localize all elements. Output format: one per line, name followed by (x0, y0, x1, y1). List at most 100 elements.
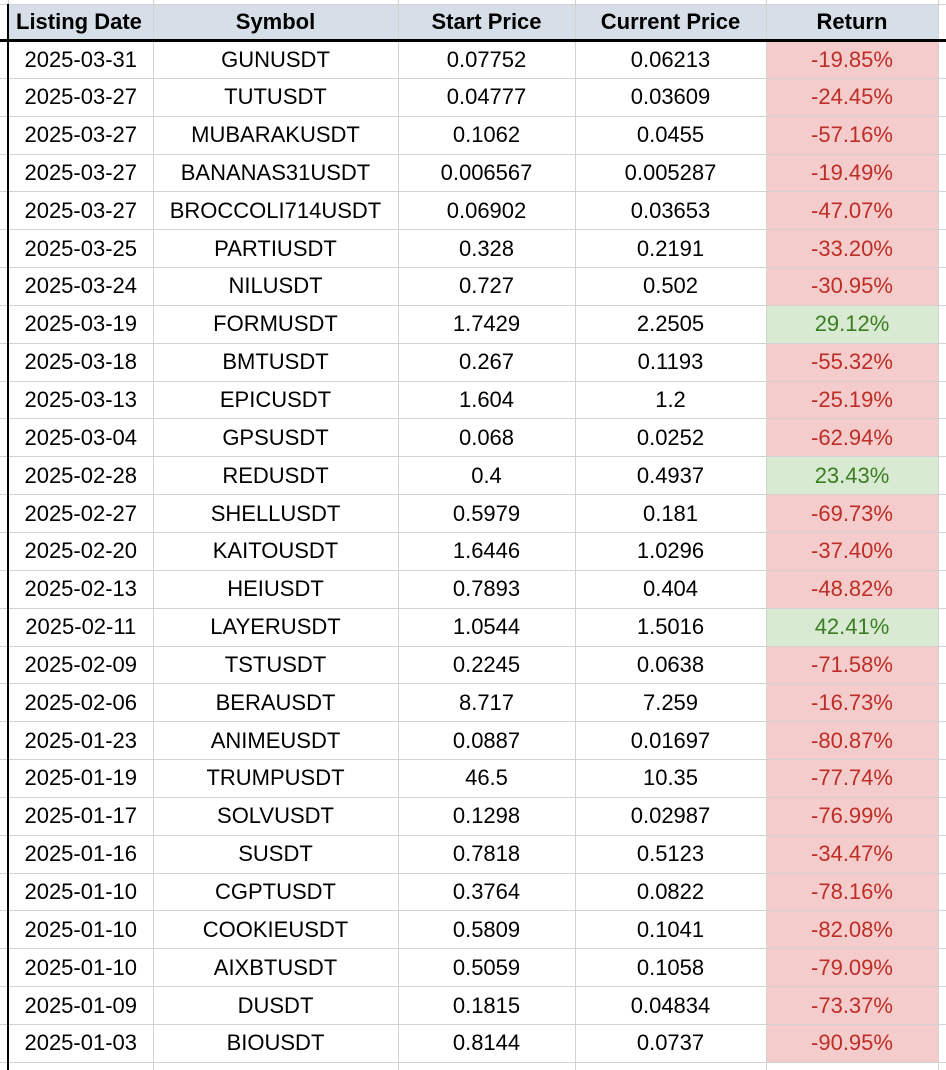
cell-symbol[interactable]: MUBARAKUSDT (152, 115, 399, 155)
cell-start-price[interactable]: 0.1815 (397, 986, 576, 1025)
cell-listing-date[interactable]: 2025-02-13 (7, 569, 154, 609)
cell-listing-date[interactable]: 2025-03-04 (7, 418, 154, 458)
cell-return[interactable]: -47.07% (765, 191, 939, 231)
cell-symbol[interactable]: BANANAS31USDT (152, 153, 399, 193)
cell-symbol[interactable]: CGPTUSDT (152, 872, 399, 912)
cell-listing-date[interactable]: 2025-03-27 (7, 77, 154, 117)
cell-start-price[interactable]: 0.328 (397, 229, 576, 269)
cell-symbol[interactable]: SHELLUSDT (152, 494, 399, 533)
cell-listing-date[interactable]: 2025-03-25 (7, 229, 154, 269)
cell-return[interactable]: -69.73% (765, 494, 939, 533)
cell-return[interactable]: -90.95% (765, 1023, 939, 1063)
cell-start-price[interactable]: 1.0544 (397, 607, 576, 647)
cell-listing-date[interactable]: 2025-03-19 (7, 304, 154, 344)
cell-start-price[interactable]: 0.5979 (397, 494, 576, 533)
cell-current-price[interactable]: 0.0822 (574, 872, 767, 912)
cell-start-price[interactable]: 0.4 (397, 456, 576, 496)
cell-start-price[interactable]: 8.717 (397, 683, 576, 723)
cell-symbol[interactable]: NILUSDT (152, 267, 399, 306)
cell-symbol[interactable]: LAYERUSDT (152, 607, 399, 647)
cell-return[interactable]: -19.49% (765, 153, 939, 193)
cell-current-price[interactable]: 7.259 (574, 683, 767, 723)
cell-symbol[interactable]: TSTUSDT (152, 645, 399, 685)
cell-current-price[interactable]: 0.1193 (574, 342, 767, 382)
cell-start-price[interactable]: 0.7818 (397, 834, 576, 874)
cell-return[interactable]: 23.43% (765, 456, 939, 496)
cell-current-price[interactable]: 0.0455 (574, 115, 767, 155)
cell-listing-date[interactable]: 2025-02-11 (7, 607, 154, 647)
cell-start-price[interactable]: 0.07752 (397, 40, 576, 79)
cell-symbol[interactable]: TUTUSDT (152, 77, 399, 117)
cell-start-price[interactable]: 0.5059 (397, 948, 576, 988)
column-header-return[interactable]: Return (765, 4, 939, 42)
cell-return[interactable]: -71.58% (765, 645, 939, 685)
cell-current-price[interactable]: 0.502 (574, 267, 767, 306)
cell-listing-date[interactable]: 2025-03-24 (7, 267, 154, 306)
cell-listing-date[interactable]: 2025-03-13 (7, 380, 154, 420)
cell-return[interactable]: -55.32% (765, 342, 939, 382)
cell-listing-date[interactable]: 2025-02-09 (7, 645, 154, 685)
cell-return[interactable]: -48.82% (765, 569, 939, 609)
cell-return[interactable]: -25.19% (765, 380, 939, 420)
cell-start-price[interactable]: 0.267 (397, 342, 576, 382)
cell-return[interactable]: -77.74% (765, 759, 939, 798)
cell-current-price[interactable]: 0.03653 (574, 191, 767, 231)
cell-start-price[interactable]: 0.1062 (397, 115, 576, 155)
cell-start-price[interactable]: 0.727 (397, 267, 576, 306)
cell-symbol[interactable]: ANIMEUSDT (152, 721, 399, 761)
cell-listing-date[interactable]: 2025-02-28 (7, 456, 154, 496)
cell-current-price[interactable]: 2.2505 (574, 304, 767, 344)
cell-return[interactable]: -16.73% (765, 683, 939, 723)
cell-start-price[interactable]: 0.2245 (397, 645, 576, 685)
column-header-listing-date[interactable]: Listing Date (7, 4, 154, 42)
cell-symbol[interactable]: DUSDT (152, 986, 399, 1025)
cell-return[interactable]: -33.20% (765, 229, 939, 269)
cell-listing-date[interactable]: 2025-01-17 (7, 796, 154, 836)
cell-listing-date[interactable]: 2025-03-18 (7, 342, 154, 382)
cell-return[interactable]: 29.12% (765, 304, 939, 344)
cell-listing-date[interactable]: 2025-01-10 (7, 872, 154, 912)
cell-listing-date[interactable]: 2025-01-03 (7, 1023, 154, 1063)
cell-symbol[interactable]: REDUSDT (152, 456, 399, 496)
cell-start-price[interactable]: 0.7893 (397, 569, 576, 609)
cell-start-price[interactable]: 0.5809 (397, 910, 576, 950)
cell-symbol[interactable]: BROCCOLI714USDT (152, 191, 399, 231)
cell-listing-date[interactable]: 2025-02-20 (7, 531, 154, 571)
cell-return[interactable]: -62.94% (765, 418, 939, 458)
cell-return[interactable]: 42.41% (765, 607, 939, 647)
cell-symbol[interactable]: SUSDT (152, 834, 399, 874)
cell-listing-date[interactable]: 2025-01-10 (7, 910, 154, 950)
cell-start-price[interactable]: 0.3764 (397, 872, 576, 912)
cell-symbol[interactable]: TRUMPUSDT (152, 759, 399, 798)
cell-current-price[interactable]: 0.4937 (574, 456, 767, 496)
cell-return[interactable]: -82.08% (765, 910, 939, 950)
cell-current-price[interactable]: 0.06213 (574, 40, 767, 79)
cell-symbol[interactable]: PARTIUSDT (152, 229, 399, 269)
cell-listing-date[interactable]: 2025-03-31 (7, 40, 154, 79)
cell-listing-date[interactable]: 2025-01-09 (7, 986, 154, 1025)
cell-listing-date[interactable]: 2025-03-27 (7, 191, 154, 231)
cell-listing-date[interactable]: 2025-02-27 (7, 494, 154, 533)
cell-symbol[interactable]: FORMUSDT (152, 304, 399, 344)
cell-start-price[interactable]: 1.6446 (397, 531, 576, 571)
cell-symbol[interactable]: SOLVUSDT (152, 796, 399, 836)
cell-return[interactable]: -76.99% (765, 796, 939, 836)
cell-listing-date[interactable]: 2025-01-19 (7, 759, 154, 798)
cell-return[interactable]: -30.95% (765, 267, 939, 306)
cell-current-price[interactable]: 0.02987 (574, 796, 767, 836)
cell-symbol[interactable]: BMTUSDT (152, 342, 399, 382)
cell-start-price[interactable]: 0.06902 (397, 191, 576, 231)
cell-current-price[interactable]: 0.5123 (574, 834, 767, 874)
cell-current-price[interactable]: 0.1041 (574, 910, 767, 950)
cell-current-price[interactable]: 1.0296 (574, 531, 767, 571)
cell-start-price[interactable]: 0.1298 (397, 796, 576, 836)
cell-current-price[interactable]: 1.5016 (574, 607, 767, 647)
cell-current-price[interactable]: 0.2191 (574, 229, 767, 269)
cell-return[interactable]: -79.09% (765, 948, 939, 988)
cell-symbol[interactable]: BERAUSDT (152, 683, 399, 723)
cell-return[interactable]: -73.37% (765, 986, 939, 1025)
cell-current-price[interactable]: 0.03609 (574, 77, 767, 117)
cell-current-price[interactable]: 0.0252 (574, 418, 767, 458)
cell-listing-date[interactable]: 2025-01-10 (7, 948, 154, 988)
cell-return[interactable]: -24.45% (765, 77, 939, 117)
